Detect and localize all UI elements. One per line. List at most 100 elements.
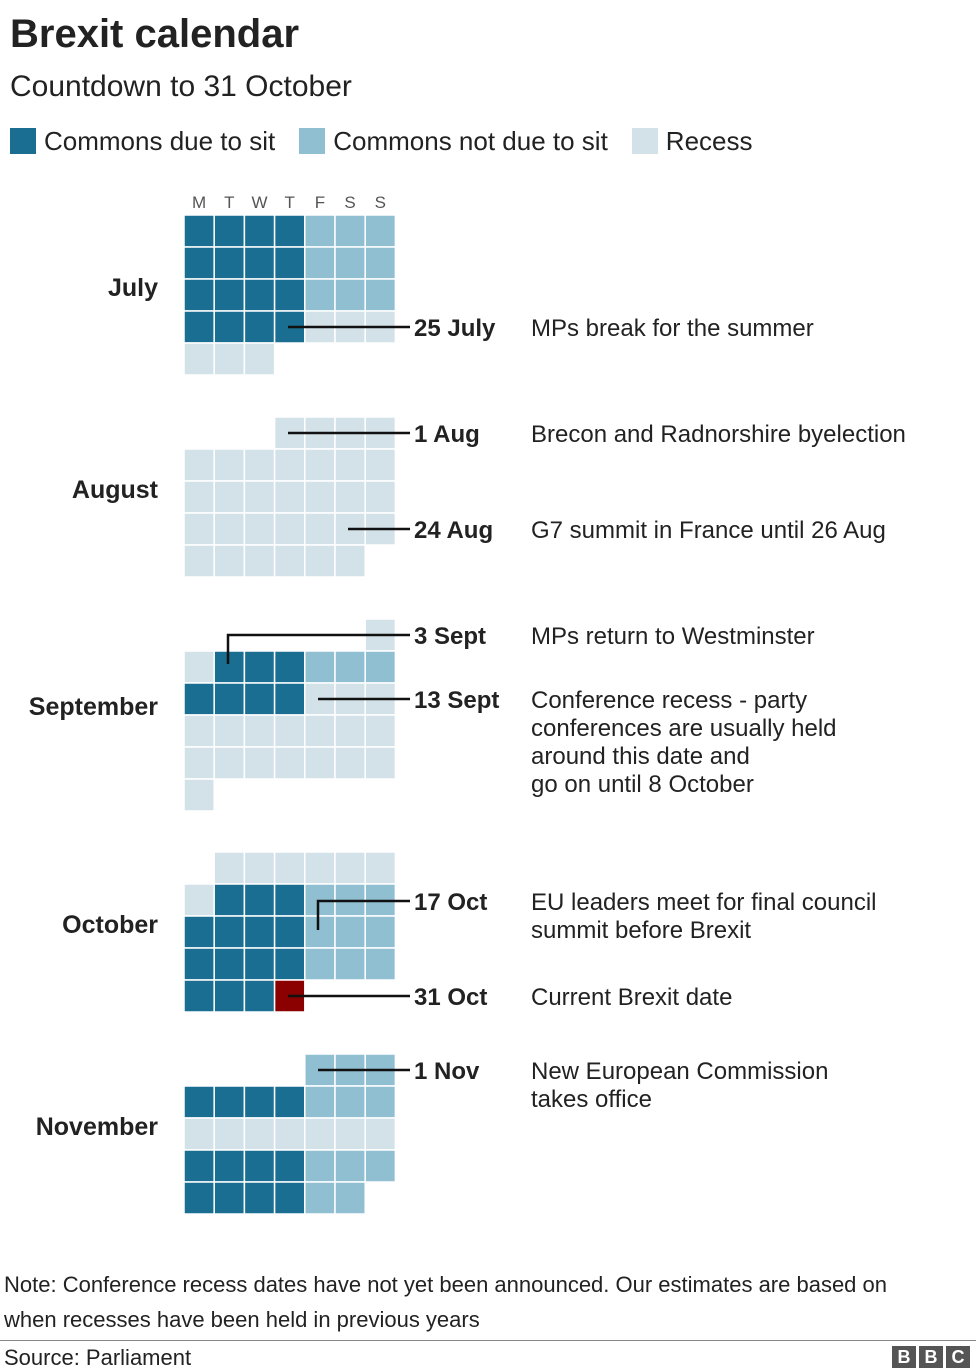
day-cell [213,512,246,546]
day-cell [213,278,246,312]
annotation-date: 25 July [414,315,496,342]
annotation-text: EU leaders meet for final council [531,889,877,916]
annotation-date: 13 Sept [414,687,499,714]
legend-swatch-nosit [299,128,326,154]
day-cell [334,278,366,312]
annotation-text: New European Commission [531,1058,828,1085]
day-cell [183,246,215,280]
annotation-text: G7 summit in France until 26 Aug [531,517,886,544]
chart-subtitle: Countdown to 31 October [10,70,352,103]
legend: Commons due to sit Commons not due to si… [10,124,777,158]
day-cell [243,310,276,344]
day-cell [334,1085,366,1119]
day-cell [213,544,246,578]
day-cell [213,883,246,917]
day-cell [334,1149,366,1183]
source-label: Source: Parliament [4,1345,192,1370]
day-cell [304,947,336,981]
day-cell [213,851,246,885]
day-cell [273,746,306,780]
day-cell [183,682,215,716]
day-cell [183,714,215,748]
day-cell [364,278,397,312]
day-cell [304,1117,336,1151]
annotation-date: 1 Aug [414,421,480,448]
day-cell [183,480,215,514]
day-cell [243,278,276,312]
day-cell [364,650,397,684]
annotation-text: Current Brexit date [531,984,732,1011]
legend-item-sit: Commons due to sit [10,126,275,157]
day-cell [364,746,397,780]
day-cell [334,480,366,514]
footer-divider [0,1340,976,1341]
day-cell [213,480,246,514]
bbc-logo-letter: B [892,1346,916,1368]
day-cell [273,1117,306,1151]
day-cell [243,1149,276,1183]
day-cell [213,915,246,949]
day-cell [243,947,276,981]
legend-label-recess: Recess [665,125,753,156]
day-cell [213,746,246,780]
day-cell [304,746,336,780]
day-cell [273,1085,306,1119]
day-cell [243,544,276,578]
weekday-label: M [192,193,206,212]
day-cell [304,851,336,885]
weekday-label: T [285,193,295,212]
day-cell [243,883,276,917]
month-label: July [108,274,158,302]
day-cell [334,851,366,885]
day-cell [213,650,246,684]
day-cell [183,915,215,949]
annotation-date: 1 Nov [414,1058,480,1085]
day-cell [304,915,336,949]
annotation-text: takes office [531,1086,652,1113]
day-cell [273,947,306,981]
day-cell [183,342,215,376]
day-cell [183,746,215,780]
day-cell [273,480,306,514]
day-cell [334,246,366,280]
day-cell [304,544,336,578]
day-cell [213,448,246,482]
day-cell [243,480,276,514]
leader-line [316,899,410,930]
day-cell [304,650,336,684]
legend-label-nosit: Commons not due to sit [333,125,608,156]
day-cell [243,1117,276,1151]
day-cell [213,682,246,716]
day-cell [213,1181,246,1215]
leader-line [226,633,410,664]
day-cell [213,1085,246,1119]
day-cell [183,1181,215,1215]
day-cell [304,1181,336,1215]
day-cell [183,310,215,344]
day-cell [213,947,246,981]
day-cell [213,246,246,280]
day-cell [273,682,306,716]
day-cell [243,448,276,482]
day-cell [273,650,306,684]
day-cell [183,448,215,482]
day-cell [304,1149,336,1183]
day-cell [183,512,215,546]
legend-label-sit: Commons due to sit [44,125,276,156]
day-cell [273,214,306,248]
day-cell [364,1117,397,1151]
weekday-label: S [375,193,386,212]
day-cell [304,278,336,312]
day-cell [213,714,246,748]
day-cell [304,480,336,514]
legend-swatch-sit [10,128,36,154]
annotation-text: around this date and [531,743,750,770]
weekday-label: F [315,193,325,212]
day-cell [273,278,306,312]
day-cell [304,448,336,482]
weekday-label: S [344,193,355,212]
day-cell [243,512,276,546]
day-cell [183,214,215,248]
day-cell [364,1149,397,1183]
day-cell [364,915,397,949]
